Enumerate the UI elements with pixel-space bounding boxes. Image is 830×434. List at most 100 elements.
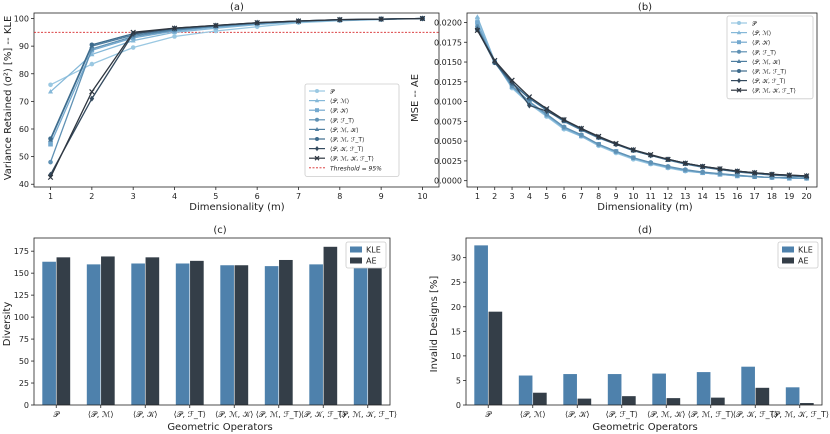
legend-label: ⟨𝒫, ℳ, 𝒦, ℱ_T⟩: [752, 88, 796, 95]
bar-ae: [622, 396, 636, 405]
x-tick-label: ⟨𝒫, 𝒦, ℱ_T⟩: [733, 410, 778, 419]
y-tick-label: 100: [14, 15, 29, 24]
bar-kle: [741, 366, 755, 405]
data-point: [171, 25, 178, 31]
x-tick-label: 11: [646, 192, 656, 201]
x-tick-label: 19: [784, 192, 794, 201]
x-tick-label: ⟨𝒫, 𝒦⟩: [133, 410, 158, 419]
y-tick-label: 70: [19, 97, 29, 106]
bar-ae: [368, 253, 382, 405]
x-tick-label: 3: [131, 192, 136, 201]
bar-ae: [488, 311, 503, 405]
y-tick-label: 15: [451, 327, 461, 336]
bar-ae: [279, 259, 293, 405]
panel-d-xlabel: Geometric Operators: [592, 422, 697, 433]
x-tick-label: 17: [750, 192, 760, 201]
x-tick-label: 3: [510, 192, 515, 201]
legend-label: ⟨𝒫, ℳ, ℱ_T⟩: [330, 137, 364, 144]
series-3: [475, 24, 809, 181]
x-tick-label: ⟨𝒫, ℳ⟩: [88, 410, 114, 419]
data-point: [475, 20, 480, 25]
y-tick-label: 5: [456, 376, 461, 385]
bar-kle: [696, 372, 711, 405]
x-tick-label: 16: [732, 192, 742, 201]
legend-label: 𝒫: [330, 89, 335, 96]
x-tick-label: 20: [802, 192, 812, 201]
data-point: [130, 29, 136, 36]
legend-label: ⟨𝒫, ℳ, 𝒦, ℱ_T⟩: [330, 156, 374, 163]
data-point: [213, 22, 219, 29]
x-tick-label: 1: [475, 192, 480, 201]
x-tick-label: 13: [680, 192, 690, 201]
legend-label: ⟨𝒫, ℳ, 𝒦⟩: [752, 59, 781, 66]
x-tick-label: ⟨𝒫, 𝒦, ℱ_T⟩: [301, 410, 346, 419]
x-tick-label: ⟨𝒫, ℳ, 𝒦⟩: [647, 410, 685, 419]
legend-label: AE: [366, 257, 377, 266]
x-tick-label: 4: [527, 192, 532, 201]
legend-label: ⟨𝒫, ℳ⟩: [330, 98, 349, 105]
legend-marker: [737, 78, 741, 84]
legend-label: KLE: [798, 246, 813, 255]
legend-label: ⟨𝒫, 𝒦, ℱ_T⟩: [752, 78, 786, 85]
bar-ae: [145, 257, 160, 405]
bar-ae: [190, 260, 204, 405]
plot-frame: [33, 12, 440, 188]
data-point: [717, 171, 723, 176]
data-point: [48, 159, 53, 165]
x-tick-label: 9: [379, 192, 384, 201]
bar-kle: [309, 264, 323, 405]
legend-marker: [737, 40, 741, 45]
bar-ae: [755, 387, 770, 405]
legend-label: Threshold = 95%: [330, 165, 382, 172]
legend-box: [304, 83, 400, 177]
data-point: [561, 124, 567, 130]
data-point: [579, 132, 584, 138]
data-point: [89, 42, 95, 48]
panel-c-title: (c): [213, 225, 226, 236]
x-tick-label: 2: [492, 192, 497, 201]
legend-swatch: [350, 257, 362, 264]
x-tick-label: 14: [698, 192, 708, 201]
data-point: [561, 117, 567, 123]
legend-swatch: [782, 257, 794, 264]
panel-b-title: (b): [638, 2, 652, 13]
legend-marker: [315, 146, 319, 152]
y-tick-label: 25: [19, 379, 29, 388]
x-tick-label: 12: [663, 192, 673, 201]
data-point: [419, 15, 426, 22]
data-point: [509, 77, 515, 83]
x-tick-label: 6: [561, 192, 566, 201]
y-tick-label: 0.0025: [434, 157, 462, 166]
series-7: [47, 15, 426, 181]
x-tick-label: 10: [628, 192, 638, 201]
y-tick-label: 0: [456, 401, 461, 410]
legend-marker: [315, 137, 319, 141]
legend-marker: [737, 49, 741, 54]
series-line: [476, 26, 807, 179]
panel-d-title: (d): [638, 225, 652, 236]
bar-kle: [518, 375, 533, 405]
y-tick-label: 10: [451, 352, 461, 361]
data-point: [89, 61, 95, 67]
legend-marker: [737, 21, 741, 25]
bar-ae: [800, 403, 814, 405]
legend-marker: [315, 117, 319, 122]
data-point: [543, 105, 550, 112]
plot-frame: [33, 237, 391, 406]
x-tick-label: 5: [544, 192, 549, 201]
y-tick-label: 50: [19, 153, 29, 162]
bar-ae: [323, 246, 338, 405]
panel-c-diversity: (c) Geometric Operators Diversity 𝒫 ⟨𝒫, ℳ…: [2, 225, 397, 433]
bar-kle: [175, 263, 190, 405]
y-tick-label: 0.0200: [434, 18, 462, 27]
legend-label: ⟨𝒫, ℱ_T⟩: [330, 117, 354, 124]
y-tick-label: 90: [19, 42, 29, 51]
data-point: [647, 151, 654, 158]
series-line: [49, 17, 423, 178]
bar-ae: [666, 398, 681, 405]
data-point: [751, 170, 758, 176]
legend-label: ⟨𝒫, 𝒦⟩: [330, 108, 348, 115]
data-point: [596, 141, 601, 147]
legend-marker: [736, 59, 742, 63]
data-point: [700, 169, 705, 175]
